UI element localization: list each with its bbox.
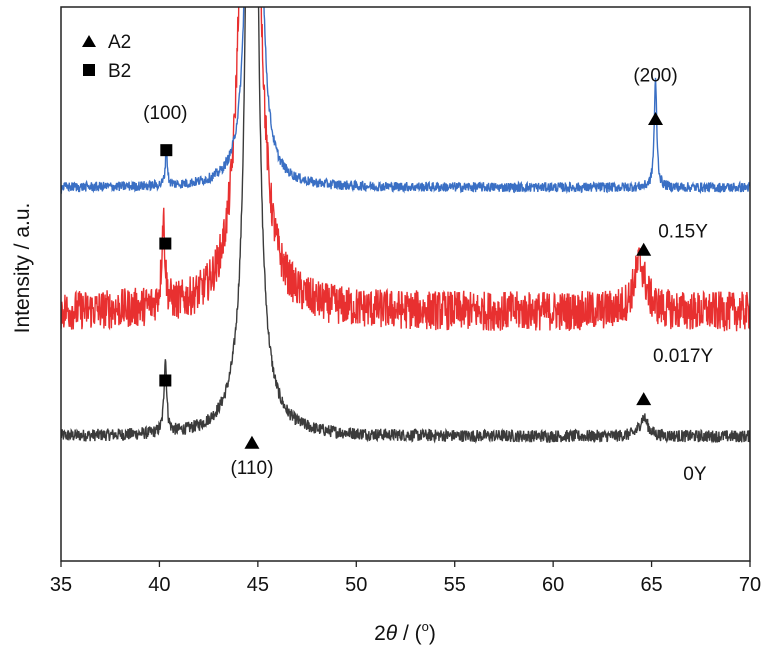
series-line-1 <box>61 7 750 444</box>
series-layer <box>61 7 750 444</box>
x-axis-title-close: ) <box>429 622 436 645</box>
annotation-label: (110) <box>230 458 273 479</box>
y-axis-title: Intensity / a.u. <box>11 203 34 334</box>
x-axis-title-rest: / ( <box>397 622 422 645</box>
x-tick-label: 65 <box>640 574 662 596</box>
square-marker <box>159 374 172 387</box>
x-tick-label: 60 <box>542 574 564 596</box>
x-tick-label: 40 <box>148 574 170 596</box>
x-axis-title-degree: o <box>422 619 429 634</box>
x-tick-label: 35 <box>50 574 72 596</box>
triangle-marker <box>636 242 652 256</box>
series-line-2 <box>61 7 750 332</box>
annotation-label: 0Y <box>683 464 707 485</box>
square-marker <box>159 237 172 250</box>
plot-frame <box>60 6 751 562</box>
x-axis-title-var: 2 <box>374 622 386 645</box>
legend-label-a2: A2 <box>108 32 131 53</box>
square-marker <box>160 144 173 157</box>
annotation-label: 0.017Y <box>653 346 714 367</box>
triangle-marker <box>648 112 664 126</box>
annotation-label: (200) <box>633 66 677 87</box>
x-axis-title-theta: θ <box>386 622 398 645</box>
legend-triangle-marker <box>82 35 96 47</box>
phase-markers <box>159 112 664 449</box>
triangle-marker <box>244 435 260 449</box>
annotation-label: (100) <box>143 103 187 124</box>
legend-label-b2: B2 <box>108 61 131 82</box>
legend-square-marker <box>83 64 95 76</box>
x-axis-ticks: 35 40 45 50 55 60 65 70 <box>50 561 761 596</box>
series-line-3 <box>61 7 750 195</box>
annotations: (100) (200) (110) 0.15Y 0.017Y 0Y <box>143 66 713 485</box>
legend: A2 B2 <box>82 32 131 82</box>
x-tick-label: 50 <box>345 574 367 596</box>
annotation-label: 0.15Y <box>658 221 708 242</box>
x-tick-label: 70 <box>739 574 761 596</box>
triangle-marker <box>636 392 652 406</box>
x-tick-label: 45 <box>247 574 269 596</box>
x-axis-title: 2θ / (o) <box>374 619 436 645</box>
x-tick-label: 55 <box>444 574 466 596</box>
